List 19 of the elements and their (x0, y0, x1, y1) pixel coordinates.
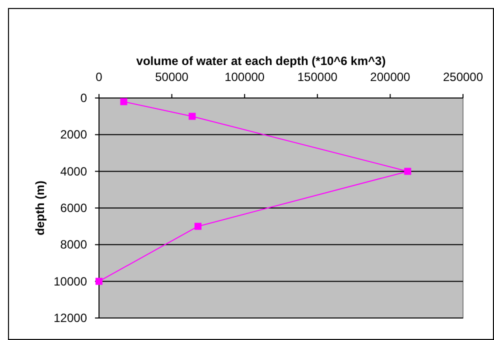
point (404, 168, 412, 175)
chart-title: volume of water at each depth (*10^6 km^3) (136, 54, 386, 68)
x-tick-label: 200000 (370, 70, 411, 84)
x-tick-label: 100000 (224, 70, 265, 84)
y-tick-label: 10000 (54, 274, 88, 288)
y-tick-label: 2000 (60, 128, 88, 142)
x-tick-label: 150000 (297, 70, 338, 84)
y-tick-label: 12000 (54, 311, 88, 325)
point (188, 112, 196, 120)
y-axis-title: depth (m) (33, 180, 47, 236)
x-tick-label: 250000 (442, 70, 484, 84)
y-tick-label: 4000 (60, 164, 88, 178)
y-tick-label: 0 (80, 91, 88, 105)
x-tick-label: 0 (96, 70, 103, 84)
point (194, 222, 202, 230)
point (120, 98, 128, 106)
y-tick-label: 8000 (60, 238, 88, 252)
x-tick-label: 50000 (155, 70, 189, 84)
y-tick-label: 6000 (60, 201, 88, 215)
